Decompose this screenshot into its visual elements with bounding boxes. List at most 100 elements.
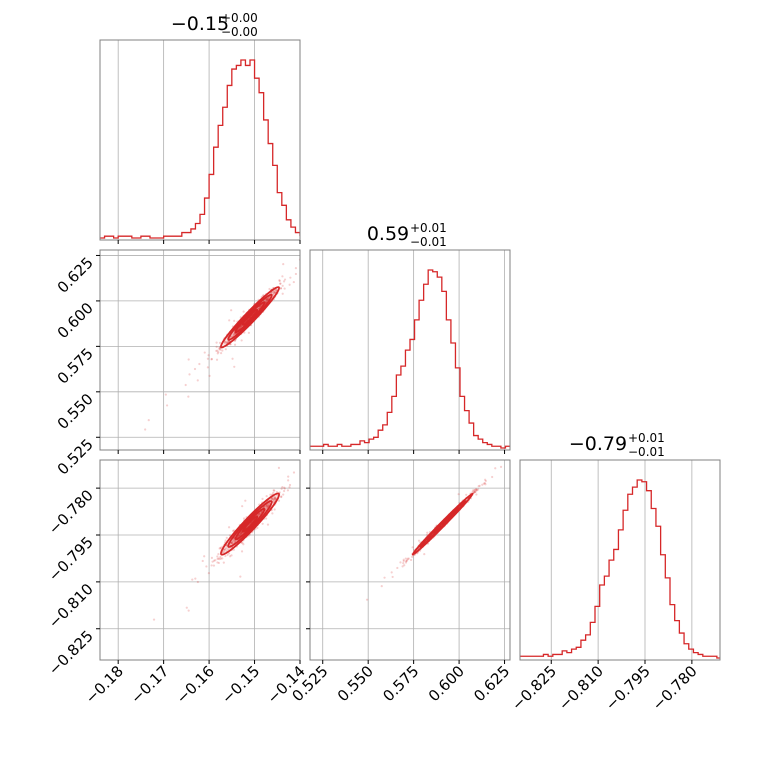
x-tick-label: 0.550: [334, 662, 377, 705]
sample-point: [283, 487, 286, 490]
sample-point: [164, 393, 167, 396]
sample-point: [208, 374, 211, 377]
sample-point: [273, 489, 276, 492]
sample-point: [481, 483, 484, 486]
sample-point: [423, 552, 426, 556]
sample-point: [270, 498, 273, 501]
scatter-frame-0-1: [99, 249, 301, 451]
sample-point: [280, 487, 283, 490]
param-2-title-minus: −0.01: [628, 445, 665, 459]
sample-point: [227, 552, 231, 555]
sample-point: [222, 550, 226, 554]
gridlines: [550, 460, 693, 660]
sample-point: [483, 481, 486, 485]
sample-point: [218, 348, 221, 351]
sample-point: [289, 276, 292, 279]
sample-point: [219, 546, 222, 549]
sample-point: [216, 352, 219, 355]
sample-point: [263, 505, 266, 508]
sample-point: [482, 482, 486, 485]
sample-point: [233, 332, 236, 335]
x-ticks: [322, 450, 506, 454]
sample-point: [187, 395, 190, 398]
sample-point: [187, 358, 190, 361]
sample-point: [214, 559, 217, 562]
sample-point: [266, 298, 269, 301]
sample-point: [230, 309, 233, 312]
sample-point: [477, 485, 480, 488]
sample-point: [280, 495, 283, 498]
sample-point: [215, 345, 218, 349]
sample-point: [294, 267, 298, 270]
y-tick-label: −0.780: [45, 486, 97, 538]
sample-point: [270, 498, 273, 501]
sample-point: [207, 354, 210, 357]
histogram-curve-2: [520, 479, 720, 659]
hist-panel-1: 0.59 +0.01 −0.01: [309, 221, 511, 454]
sample-point: [218, 547, 221, 550]
sample-point: [271, 497, 274, 500]
sample-point: [225, 536, 228, 539]
sample-point: [281, 485, 284, 489]
sample-point: [216, 349, 219, 352]
sample-point: [242, 310, 245, 313]
sample-point: [205, 565, 208, 568]
sample-point: [268, 502, 271, 505]
sample-point: [426, 531, 429, 534]
sample-point: [598, 367, 600, 369]
sample-point: [294, 272, 298, 276]
sample-point: [223, 341, 227, 345]
x-ticks: −0.825−0.810−0.795−0.780: [508, 660, 701, 714]
sample-point: [525, 440, 527, 442]
density-contours: [220, 492, 280, 556]
sample-point: [218, 347, 221, 350]
sample-point: [231, 357, 234, 360]
sample-point: [239, 533, 242, 536]
sample-point: [287, 475, 290, 478]
sample-point: [278, 279, 281, 283]
sample-point: [240, 324, 243, 327]
sample-point: [280, 495, 283, 499]
sample-point: [240, 532, 243, 535]
param-2-title-plus: +0.01: [628, 431, 665, 445]
sample-point: [277, 499, 281, 502]
sample-point: [210, 564, 213, 567]
sample-point: [273, 496, 276, 499]
param-1-title-minus: −0.01: [410, 235, 447, 249]
sample-point: [212, 559, 216, 562]
sample-point: [232, 548, 235, 551]
sample-point: [266, 298, 269, 301]
sample-point: [277, 466, 281, 470]
sample-point: [288, 283, 291, 286]
sample-point: [230, 541, 233, 544]
sample-point: [217, 351, 220, 354]
sample-point: [323, 251, 325, 253]
density-contour: [241, 308, 259, 326]
sample-point: [206, 357, 209, 360]
x-tick-label: −0.780: [649, 662, 701, 714]
sample-point: [241, 541, 244, 545]
sample-point: [288, 483, 292, 487]
x-tick-label: 0.625: [470, 662, 513, 705]
sample-point: [233, 343, 237, 346]
sample-point: [272, 498, 275, 501]
sample-point: [210, 358, 213, 361]
sample-point: [273, 290, 276, 293]
sample-point: [491, 475, 494, 479]
sample-point: [152, 618, 156, 621]
sample-point: [242, 543, 245, 546]
sample-point: [219, 557, 223, 560]
density-contour: [227, 293, 273, 341]
x-tick-label: −0.18: [82, 662, 127, 707]
sample-point: [216, 557, 219, 561]
sample-point: [219, 348, 222, 351]
sample-point: [203, 555, 206, 558]
sample-point: [219, 555, 222, 559]
sample-point: [306, 248, 308, 250]
param-0-title: −0.15: [171, 13, 229, 35]
sample-point: [185, 606, 188, 609]
